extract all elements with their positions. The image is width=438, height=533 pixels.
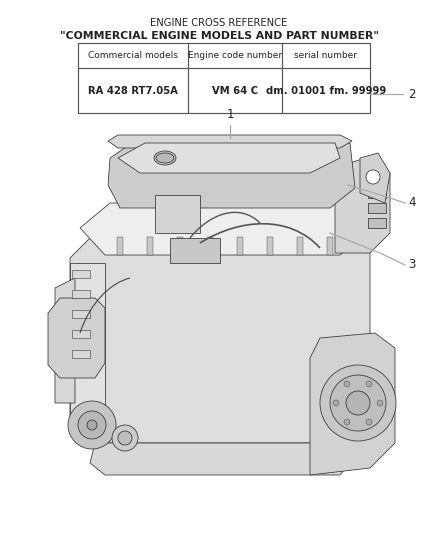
Polygon shape — [55, 278, 75, 403]
Bar — [72, 290, 90, 298]
Polygon shape — [118, 143, 340, 173]
Circle shape — [346, 391, 370, 415]
Bar — [170, 238, 220, 263]
Text: serial number: serial number — [294, 51, 357, 60]
Polygon shape — [90, 443, 350, 475]
Circle shape — [87, 420, 97, 430]
Bar — [368, 203, 386, 213]
Bar — [327, 237, 333, 255]
Ellipse shape — [156, 153, 174, 163]
Circle shape — [320, 365, 396, 441]
Bar — [72, 270, 90, 278]
Circle shape — [344, 381, 350, 387]
Bar — [267, 237, 273, 255]
Bar — [237, 237, 243, 255]
Bar — [207, 237, 213, 255]
Circle shape — [68, 401, 116, 449]
Text: VM 64 C: VM 64 C — [212, 85, 258, 95]
Circle shape — [344, 419, 350, 425]
Bar — [155, 195, 200, 233]
Circle shape — [377, 400, 383, 406]
Circle shape — [78, 411, 106, 439]
Bar — [147, 237, 153, 255]
Polygon shape — [360, 153, 390, 203]
Text: RA 428 RT7.05A: RA 428 RT7.05A — [88, 85, 178, 95]
Polygon shape — [335, 158, 390, 253]
Bar — [368, 188, 386, 198]
Bar — [72, 330, 90, 338]
Bar — [117, 237, 123, 255]
Polygon shape — [108, 138, 355, 208]
Text: 1: 1 — [226, 108, 234, 121]
Polygon shape — [48, 298, 105, 378]
Circle shape — [366, 419, 372, 425]
Circle shape — [118, 431, 132, 445]
Polygon shape — [310, 333, 395, 475]
Text: 2: 2 — [408, 87, 416, 101]
Text: dm. 01001 fm. 99999: dm. 01001 fm. 99999 — [266, 85, 386, 95]
Bar — [177, 237, 183, 255]
Text: 4: 4 — [408, 197, 416, 209]
Ellipse shape — [154, 151, 176, 165]
Bar — [368, 218, 386, 228]
Text: Commercial models: Commercial models — [88, 51, 178, 60]
Text: Engine code number: Engine code number — [188, 51, 282, 60]
Circle shape — [366, 170, 380, 184]
Polygon shape — [70, 263, 105, 418]
Polygon shape — [80, 203, 365, 255]
Bar — [72, 350, 90, 358]
Polygon shape — [108, 135, 352, 148]
Text: 3: 3 — [408, 259, 415, 271]
Bar — [72, 310, 90, 318]
Text: "COMMERCIAL ENGINE MODELS AND PART NUMBER": "COMMERCIAL ENGINE MODELS AND PART NUMBE… — [60, 31, 378, 41]
Text: ENGINE CROSS REFERENCE: ENGINE CROSS REFERENCE — [150, 18, 288, 28]
Circle shape — [333, 400, 339, 406]
Circle shape — [366, 381, 372, 387]
Circle shape — [330, 375, 386, 431]
Circle shape — [112, 425, 138, 451]
Polygon shape — [70, 233, 370, 443]
Bar — [297, 237, 303, 255]
Bar — [78, 43, 370, 113]
